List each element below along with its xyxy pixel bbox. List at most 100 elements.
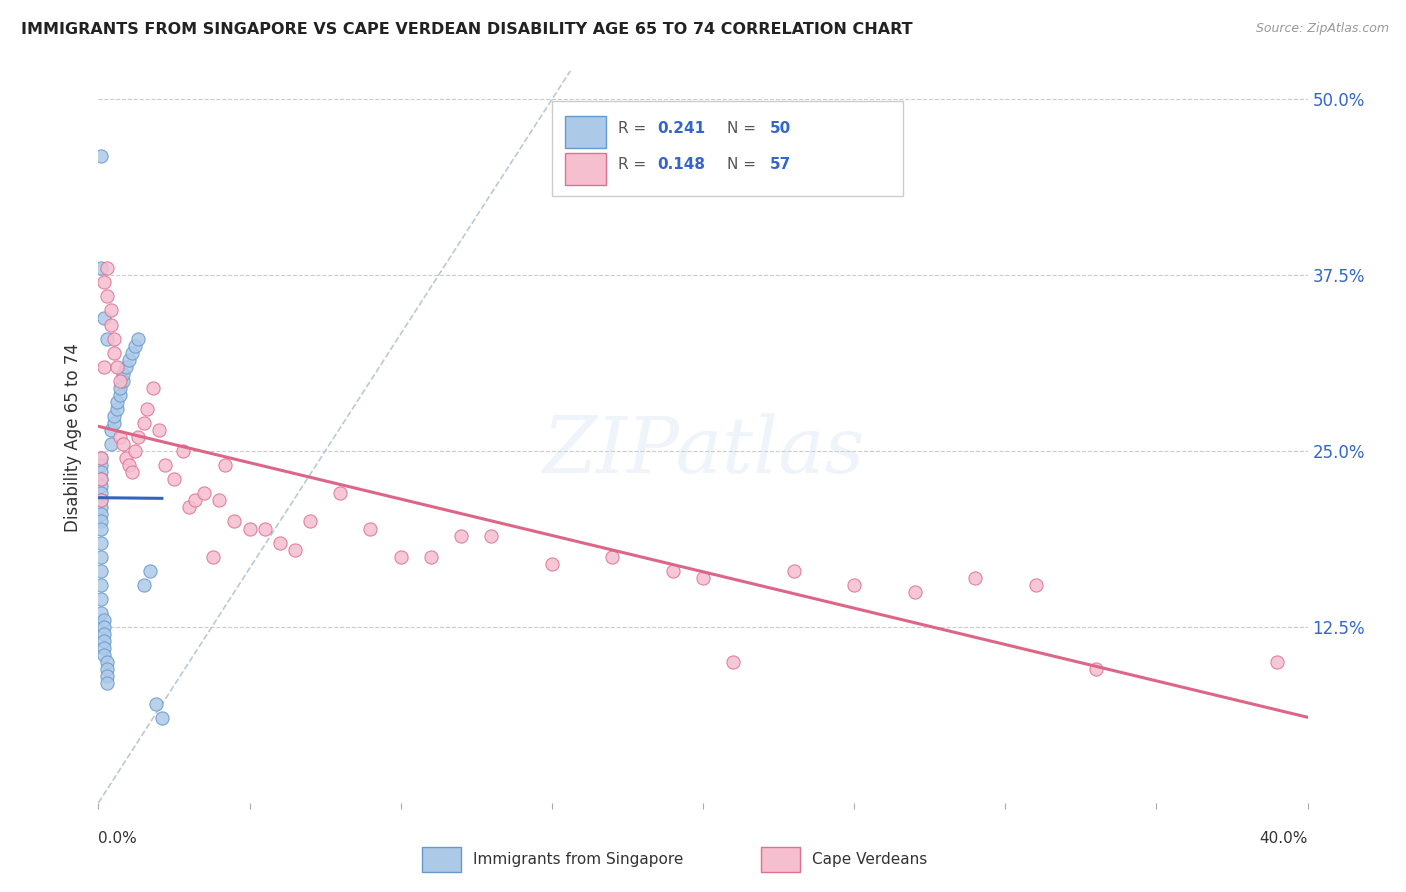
Point xyxy=(100,303,122,318)
Point xyxy=(90,515,112,529)
Text: 40.0%: 40.0% xyxy=(1260,831,1308,846)
FancyBboxPatch shape xyxy=(761,847,800,872)
Point xyxy=(150,711,173,725)
FancyBboxPatch shape xyxy=(565,153,606,185)
Point xyxy=(93,310,115,325)
Point xyxy=(253,521,276,535)
Point xyxy=(965,571,987,585)
Point xyxy=(96,332,118,346)
FancyBboxPatch shape xyxy=(565,116,606,148)
Point xyxy=(239,521,262,535)
Point xyxy=(124,339,146,353)
Point xyxy=(90,500,112,515)
Point xyxy=(90,472,112,486)
Text: R =: R = xyxy=(619,158,651,172)
Point xyxy=(103,332,125,346)
Point xyxy=(540,557,562,571)
Point xyxy=(420,549,443,564)
Point xyxy=(105,401,128,416)
Point xyxy=(90,149,112,163)
Point xyxy=(90,508,112,522)
Point xyxy=(214,458,236,473)
Point xyxy=(93,627,115,641)
Point xyxy=(193,486,215,500)
Text: 0.0%: 0.0% xyxy=(98,831,138,846)
Point xyxy=(360,521,382,535)
Point xyxy=(284,542,307,557)
Point xyxy=(602,549,624,564)
Point xyxy=(127,430,149,444)
Point xyxy=(90,479,112,493)
Point xyxy=(111,367,134,381)
Point xyxy=(118,458,141,473)
Point xyxy=(93,276,115,290)
Point xyxy=(108,381,131,395)
Point xyxy=(105,359,128,374)
Point xyxy=(118,352,141,367)
Point xyxy=(389,549,412,564)
Point xyxy=(202,549,225,564)
Point xyxy=(90,472,112,486)
Point xyxy=(93,359,115,374)
Point xyxy=(100,437,122,451)
Text: 0.241: 0.241 xyxy=(657,121,706,136)
Point xyxy=(96,655,118,669)
Point xyxy=(450,528,472,542)
Text: IMMIGRANTS FROM SINGAPORE VS CAPE VERDEAN DISABILITY AGE 65 TO 74 CORRELATION CH: IMMIGRANTS FROM SINGAPORE VS CAPE VERDEA… xyxy=(21,22,912,37)
Point xyxy=(135,401,157,416)
Point xyxy=(108,430,131,444)
Point xyxy=(90,465,112,479)
Point xyxy=(90,521,112,535)
Point xyxy=(96,676,118,690)
Point xyxy=(100,423,122,437)
Point xyxy=(329,486,352,500)
Point xyxy=(124,444,146,458)
Point xyxy=(90,458,112,473)
Point xyxy=(904,584,927,599)
Point xyxy=(148,423,170,437)
Point xyxy=(90,564,112,578)
Point xyxy=(93,634,115,648)
Point xyxy=(127,332,149,346)
Text: Cape Verdeans: Cape Verdeans xyxy=(811,853,927,867)
Point xyxy=(179,500,201,515)
Point xyxy=(121,345,143,359)
Point xyxy=(90,261,112,276)
Text: ZIPatlas: ZIPatlas xyxy=(541,414,865,490)
Point xyxy=(269,535,291,549)
Point xyxy=(96,669,118,683)
Point xyxy=(90,578,112,592)
Point xyxy=(224,515,246,529)
Point xyxy=(96,261,118,276)
Point xyxy=(96,289,118,303)
Point xyxy=(108,388,131,402)
Point xyxy=(692,571,714,585)
Point xyxy=(93,620,115,634)
Text: N =: N = xyxy=(727,158,761,172)
Point xyxy=(163,472,186,486)
Point xyxy=(145,698,167,712)
Y-axis label: Disability Age 65 to 74: Disability Age 65 to 74 xyxy=(65,343,83,532)
Point xyxy=(139,564,162,578)
Point xyxy=(208,493,231,508)
Point xyxy=(90,451,112,466)
Text: 57: 57 xyxy=(769,158,790,172)
Point xyxy=(103,416,125,430)
Point xyxy=(90,549,112,564)
Point xyxy=(299,515,322,529)
Point xyxy=(90,591,112,606)
Text: Immigrants from Singapore: Immigrants from Singapore xyxy=(474,853,683,867)
Text: R =: R = xyxy=(619,121,651,136)
Point xyxy=(132,578,155,592)
Text: N =: N = xyxy=(727,121,761,136)
Point xyxy=(103,345,125,359)
Point xyxy=(723,655,745,669)
Point xyxy=(114,451,136,466)
Point xyxy=(132,416,155,430)
Point xyxy=(1024,578,1046,592)
Point xyxy=(96,662,118,676)
Point xyxy=(844,578,866,592)
Point xyxy=(121,465,143,479)
Point xyxy=(105,395,128,409)
Point xyxy=(90,486,112,500)
